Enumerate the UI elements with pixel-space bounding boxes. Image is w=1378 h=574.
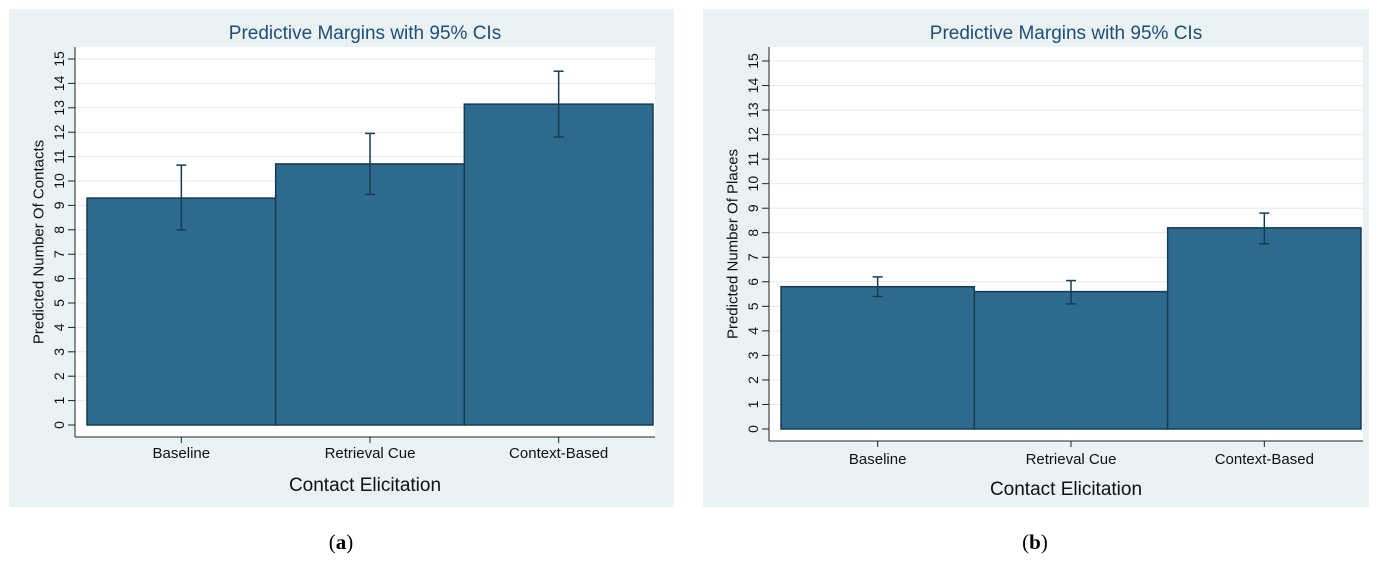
cb-y-tick-label: 14 — [745, 78, 761, 94]
cb-y-tick-label: 9 — [745, 204, 761, 212]
ca-y-axis-label: Predicted Number Of Contacts — [31, 140, 48, 344]
ca-y-tick-label: 10 — [51, 173, 67, 189]
cb-y-tick-label: 11 — [745, 152, 761, 167]
chart-panel-a: 0 1 2 3 4 5 6 7 8 9 10 11 12 13 14 15 Baseline Retrieval … — [9, 9, 674, 507]
cb-y-tick-label: 12 — [745, 127, 761, 143]
ca-y-tick-label: 14 — [51, 75, 67, 91]
ca-y-tick-label: 13 — [51, 100, 67, 116]
cb-y-tick-label: 4 — [745, 327, 761, 335]
cb-y-tick-label: 5 — [745, 302, 761, 310]
ca-chart-title: Predictive Margins with 95% CIs — [229, 23, 501, 44]
cb-bar — [973, 290, 1169, 430]
cb-y-tick-label: 15 — [745, 53, 761, 69]
cb-y-tick-label: 0 — [745, 425, 761, 433]
cb-x-tick-label: Baseline — [849, 451, 907, 468]
ca-y-tick-label: 5 — [51, 299, 67, 307]
cb-y-tick-label: 1 — [745, 400, 761, 408]
cb-y-tick-label: 7 — [745, 253, 761, 261]
ca-y-tick-label: 11 — [51, 149, 67, 164]
cb-y-tick-label: 3 — [745, 351, 761, 359]
chart-panel-b: 0 1 2 3 4 5 6 7 8 9 10 11 12 13 14 15 Baseline Retrieval … — [703, 9, 1369, 507]
cb-x-tick-label: Retrieval Cue — [1026, 451, 1117, 468]
cb-y-tick-label: 2 — [745, 376, 761, 384]
cb-y-tick-label: 8 — [745, 229, 761, 237]
ca-y-tick-label: 0 — [51, 421, 67, 429]
cb-x-tick-label: Context-Based — [1215, 451, 1314, 468]
ca-x-tick-label: Context-Based — [509, 445, 608, 462]
ca-y-tick-label: 6 — [51, 274, 67, 282]
cb-bar — [1166, 227, 1362, 430]
ca-y-tick-label: 4 — [51, 323, 67, 331]
ca-y-tick-label: 8 — [51, 226, 67, 234]
ca-x-tick-label: Retrieval Cue — [325, 445, 416, 462]
cb-y-tick-label: 6 — [745, 278, 761, 286]
ca-y-tick-label: 1 — [51, 396, 67, 404]
cb-bar — [780, 285, 976, 430]
cb-chart-title: Predictive Margins with 95% CIs — [930, 23, 1202, 44]
ca-x-axis-label: Contact Elicitation — [289, 475, 441, 496]
cb-y-tick-label: 10 — [745, 176, 761, 192]
ca-y-tick-label: 15 — [51, 51, 67, 67]
ca-y-tick-label: 12 — [51, 124, 67, 140]
ca-bar — [274, 163, 466, 426]
cb-x-axis-label: Contact Elicitation — [990, 479, 1142, 500]
ca-x-tick-label: Baseline — [153, 445, 211, 462]
cb-y-axis-label: Predicted Number Of Places — [725, 149, 742, 339]
ca-y-tick-label: 3 — [51, 348, 67, 356]
ca-bar — [463, 103, 654, 426]
caption-a: (a) — [328, 530, 354, 554]
ca-y-tick-label: 9 — [51, 201, 67, 209]
ca-y-tick-label: 2 — [51, 372, 67, 380]
ca-bar — [86, 197, 277, 426]
cb-y-tick-label: 13 — [745, 102, 761, 118]
ca-y-tick-label: 7 — [51, 250, 67, 258]
caption-b: (b) — [1022, 530, 1048, 554]
